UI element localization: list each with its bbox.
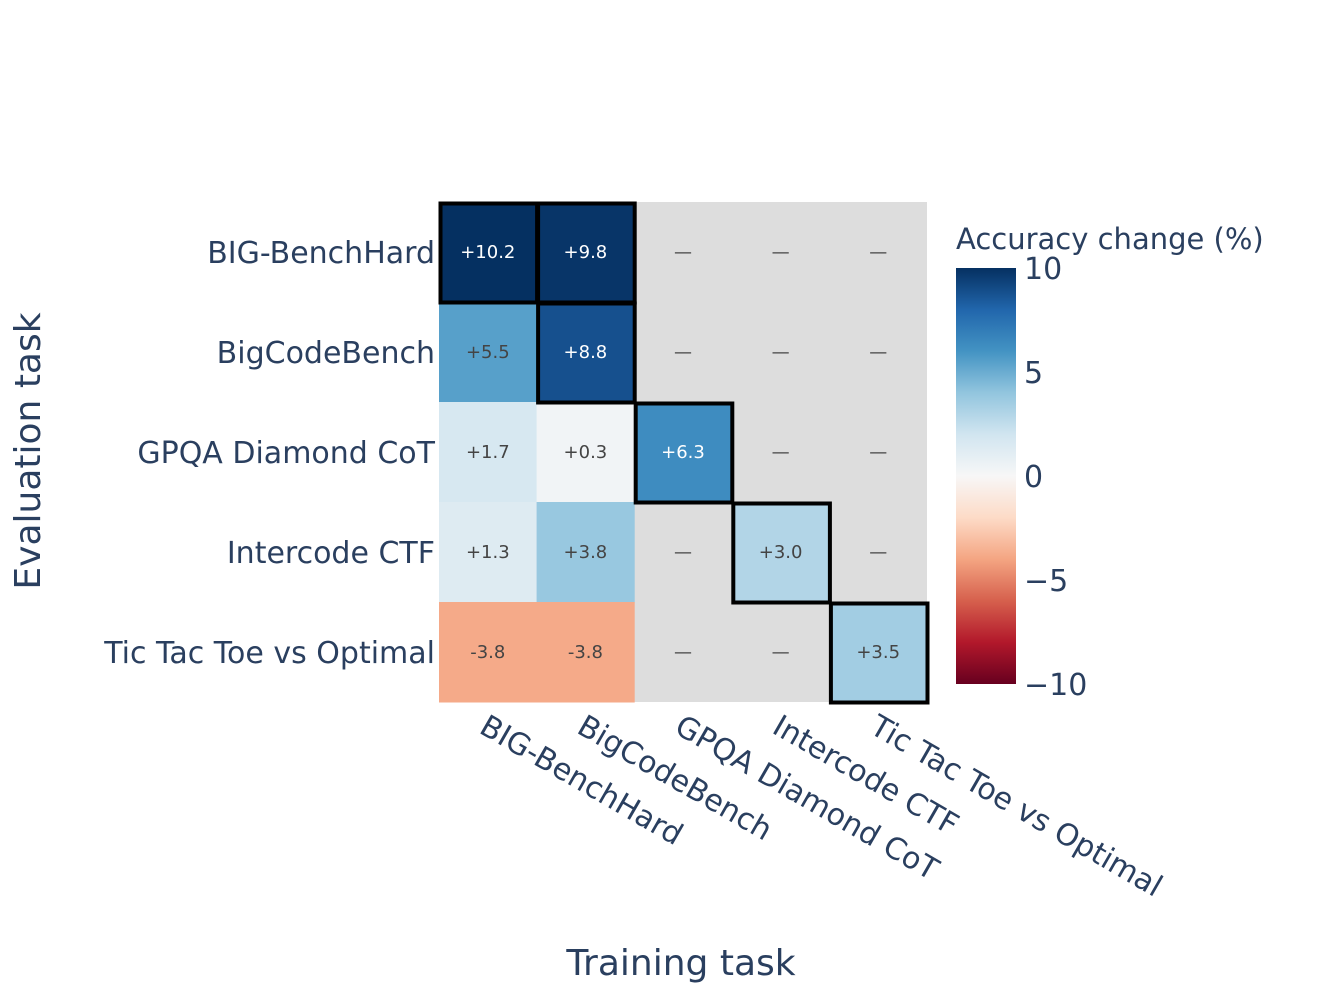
cell-value-label: +3.5 xyxy=(856,642,900,663)
cell-value-label: +3.8 xyxy=(564,542,608,563)
heatmap-cell xyxy=(439,502,538,603)
heatmap-cell xyxy=(536,502,635,603)
cell-value-label: — xyxy=(772,442,790,463)
colorbar-tick-label: −5 xyxy=(1024,564,1068,599)
cell-value-label: — xyxy=(674,642,692,663)
colorbar-tick-labels: 10 5 0 −5 −10 xyxy=(1024,252,1087,703)
heatmap-cell xyxy=(536,602,635,703)
colorbar-gradient xyxy=(956,268,1016,684)
cell-value-label: — xyxy=(772,642,790,663)
heatmap-cell xyxy=(731,502,830,603)
cell-value-labels: +10.2 +9.8 — — — +5.5 +8.8 — — — +1.7 +0.3 +6.3 — — +1.… xyxy=(460,242,900,663)
heatmap-cell xyxy=(439,302,538,403)
cell-value-label: — xyxy=(772,342,790,363)
cell-value-label: — xyxy=(674,242,692,263)
colorbar-tick-label: 5 xyxy=(1024,356,1043,391)
cell-value-label: — xyxy=(674,542,692,563)
cell-value-label: +5.5 xyxy=(466,342,510,363)
cell-value-label: — xyxy=(869,542,887,563)
cell-value-label: — xyxy=(772,242,790,263)
y-tick-label: Intercode CTF xyxy=(227,536,435,571)
cell-value-label: — xyxy=(869,242,887,263)
cell-value-label: +8.8 xyxy=(564,342,608,363)
colorbar: Accuracy change (%) 10 5 0 −5 −10 xyxy=(956,222,1264,703)
heatmap-cell xyxy=(439,202,538,303)
y-tick-label: GPQA Diamond CoT xyxy=(137,436,435,471)
colorbar-tick-label: −10 xyxy=(1024,668,1087,703)
cell-value-label: — xyxy=(869,342,887,363)
y-tick-label: BigCodeBench xyxy=(217,336,435,371)
heatmap-cell xyxy=(829,602,928,703)
cell-value-label: +1.3 xyxy=(466,542,510,563)
highlight-border xyxy=(536,301,637,405)
colorbar-tick-label: 10 xyxy=(1024,252,1062,287)
y-tick-label: Tic Tac Toe vs Optimal xyxy=(103,636,435,671)
cell-value-label: — xyxy=(869,442,887,463)
cell-value-label: -3.8 xyxy=(470,642,505,663)
heatmap-cell xyxy=(439,602,538,703)
heatmap-cell xyxy=(439,402,538,503)
cell-value-label: +6.3 xyxy=(661,442,705,463)
heatmap-cell xyxy=(536,302,635,403)
highlight-border xyxy=(828,601,930,705)
colorbar-tick-label: 0 xyxy=(1024,460,1043,495)
heatmap-cell xyxy=(536,402,635,503)
cell-value-label: +9.8 xyxy=(564,242,608,263)
cell-value-label: +0.3 xyxy=(564,442,608,463)
heatmap-cell xyxy=(536,202,635,303)
cell-value-label: -3.8 xyxy=(568,642,603,663)
cell-value-label: +10.2 xyxy=(460,242,515,263)
diagonal-highlights xyxy=(438,201,930,705)
y-axis-tick-labels: BIG-BenchHard BigCodeBench GPQA Diamond Co… xyxy=(103,236,435,671)
cell-value-label: +3.0 xyxy=(759,542,803,563)
y-axis-title: Evaluation task xyxy=(8,312,49,589)
highlight-border xyxy=(731,501,832,605)
heatmap-cell xyxy=(634,402,733,503)
y-tick-label: BIG-BenchHard xyxy=(207,236,435,271)
colorbar-title: Accuracy change (%) xyxy=(956,222,1264,256)
heatmap-cells xyxy=(439,202,928,703)
highlight-border xyxy=(633,401,735,505)
x-axis-title: Training task xyxy=(565,943,795,984)
cell-value-label: — xyxy=(674,342,692,363)
cell-value-label: +1.7 xyxy=(466,442,510,463)
